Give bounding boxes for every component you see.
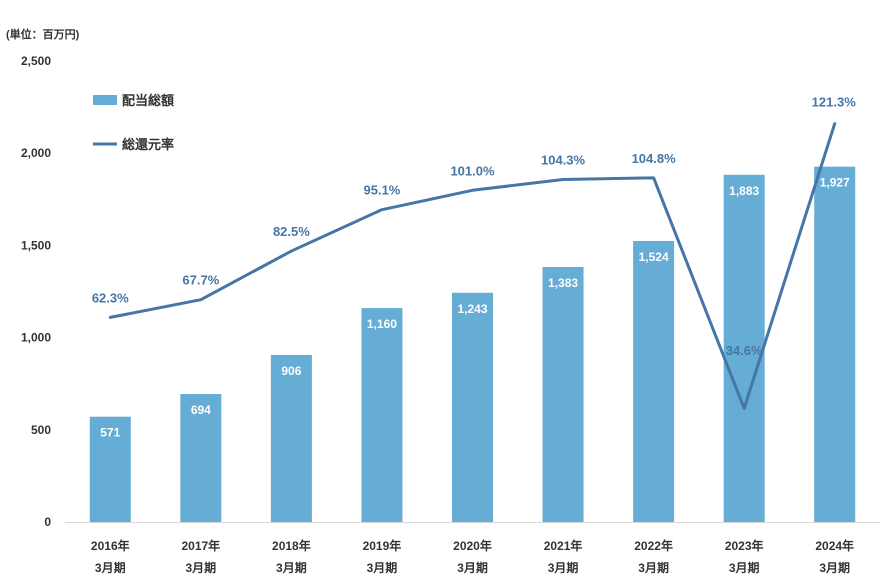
bar-data-labels: 571 694 906 1,160 1,243 1,383 1,524 1,883 1,927 — [100, 176, 850, 440]
bar-value-label: 1,383 — [548, 276, 578, 290]
line-value-label: 67.7% — [182, 273, 219, 288]
bar — [723, 174, 765, 523]
bar — [542, 266, 584, 522]
x-tick-label: 3月期 — [457, 560, 488, 575]
y-tick-label: 2,500 — [21, 54, 51, 68]
x-tick-label: 3月期 — [729, 560, 760, 575]
x-tick-label: 3月期 — [185, 560, 216, 575]
x-tick-label: 2019年 — [363, 538, 402, 553]
x-tick-label: 2016年 — [91, 538, 130, 553]
x-tick-label: 3月期 — [548, 560, 579, 575]
unit-label: (単位：百万円) — [6, 29, 80, 41]
legend-swatch-bar — [93, 95, 117, 105]
x-tick-label: 3月期 — [367, 560, 398, 575]
line-value-label: 104.3% — [541, 152, 586, 167]
line-series-path — [108, 122, 837, 410]
x-tick-label: 2024年 — [815, 538, 854, 553]
bar-value-label: 1,160 — [367, 317, 397, 331]
line-value-label: 104.8% — [632, 151, 677, 166]
x-axis: 2016年 3月期 2017年 3月期 2018年 3月期 2019年 3月期 2020年 3月期… — [91, 538, 854, 575]
x-tick-label: 3月期 — [638, 560, 669, 575]
bar-value-label: 1,243 — [457, 302, 487, 316]
bar — [361, 308, 403, 522]
line-value-label: 95.1% — [364, 183, 401, 198]
legend-label: 配当総額 — [122, 93, 174, 108]
x-tick-label: 2020年 — [453, 538, 492, 553]
bar-series — [89, 166, 856, 523]
bar-value-label: 571 — [100, 426, 120, 440]
y-tick-label: 1,000 — [21, 331, 51, 345]
line-value-label: 34.6% — [726, 343, 763, 358]
x-tick-label: 2023年 — [725, 538, 764, 553]
bar — [452, 292, 493, 522]
bar — [89, 416, 131, 522]
line-series — [108, 122, 837, 410]
x-tick-label: 2022年 — [634, 538, 673, 553]
x-tick-label: 3月期 — [95, 560, 126, 575]
bar-value-label: 1,883 — [729, 184, 759, 198]
bar-value-label: 906 — [281, 364, 301, 378]
line-data-labels: 62.3% 67.7% 82.5% 95.1% 101.0% 104.3% 104.8% 34… — [92, 95, 856, 358]
line-value-label: 62.3% — [92, 290, 129, 305]
bar — [270, 354, 312, 522]
y-axis: 0 500 1,000 1,500 2,000 2,500 — [21, 54, 51, 529]
y-tick-label: 1,500 — [21, 238, 51, 252]
bar — [814, 166, 856, 522]
x-tick-label: 3月期 — [276, 560, 307, 575]
line-value-label: 121.3% — [812, 95, 857, 110]
bar — [180, 394, 222, 522]
x-tick-label: 2017年 — [181, 538, 220, 553]
bar-value-label: 694 — [191, 403, 211, 417]
x-tick-label: 2021年 — [544, 538, 583, 553]
bar — [633, 240, 675, 522]
legend-label: 総還元率 — [122, 137, 174, 152]
y-tick-label: 2,000 — [21, 146, 51, 160]
y-tick-label: 0 — [44, 515, 51, 529]
bar-value-label: 1,524 — [639, 250, 669, 264]
x-tick-label: 2018年 — [272, 538, 311, 553]
bar-value-label: 1,927 — [820, 176, 850, 190]
line-value-label: 101.0% — [450, 163, 495, 178]
line-value-label: 82.5% — [273, 224, 310, 239]
x-tick-label: 3月期 — [819, 560, 850, 575]
y-tick-label: 500 — [31, 423, 51, 437]
